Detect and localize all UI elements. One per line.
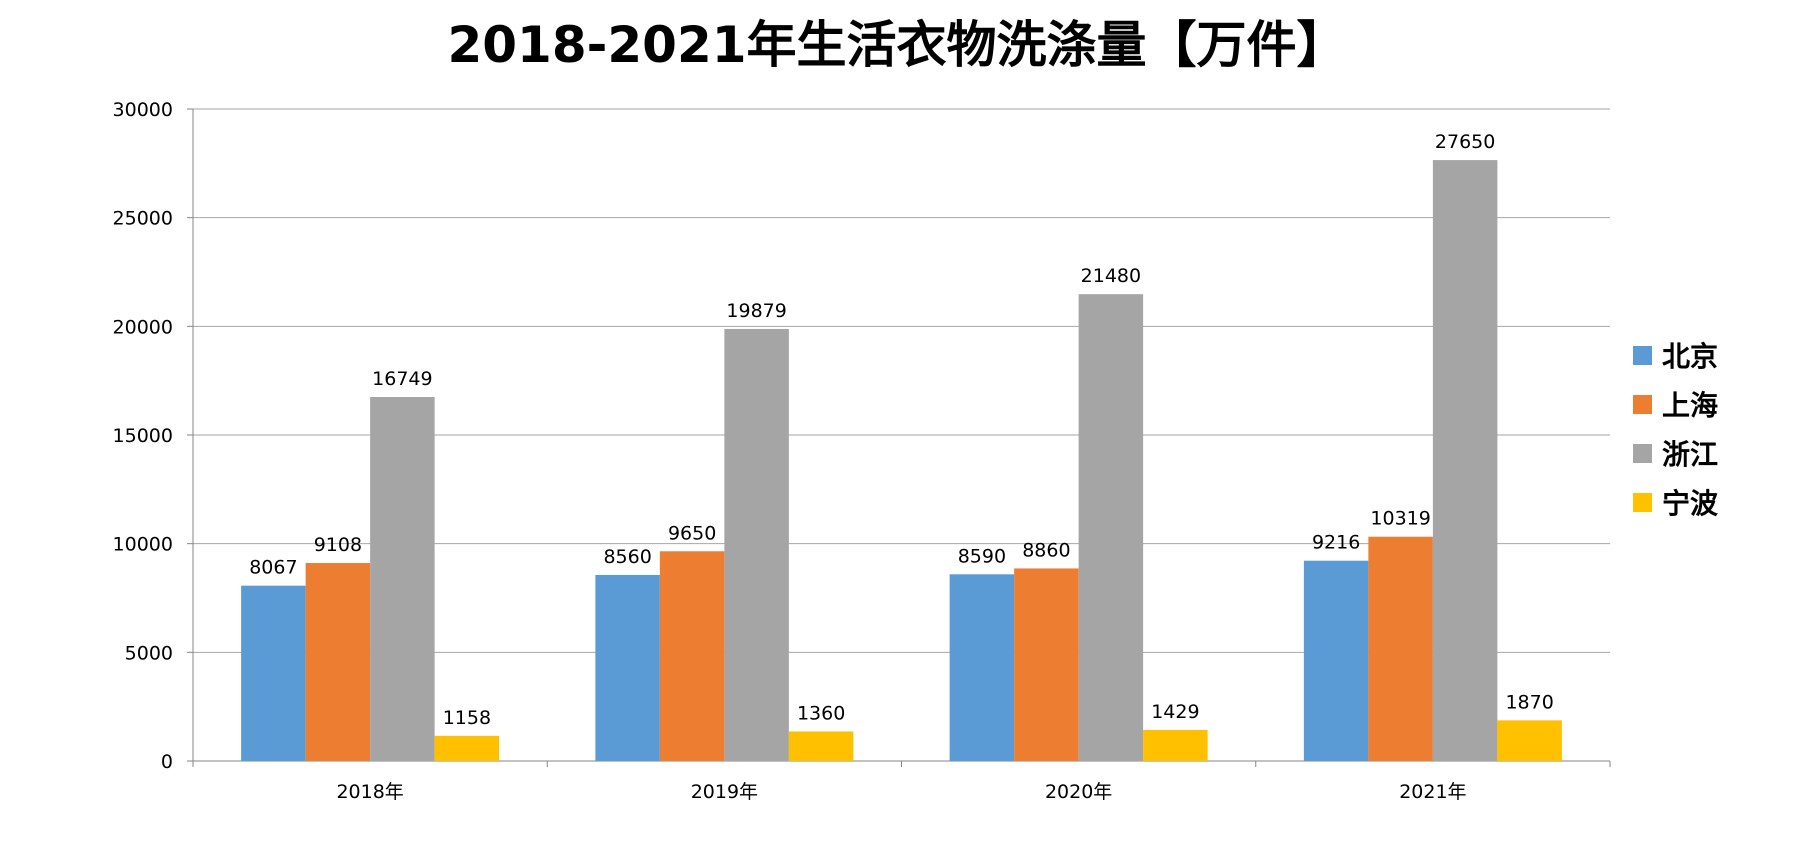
data-label: 8590 <box>958 545 1006 567</box>
data-label: 1870 <box>1505 691 1553 713</box>
bar <box>1014 568 1079 761</box>
legend-label: 浙江 <box>1662 438 1718 471</box>
data-label: 1158 <box>443 707 491 729</box>
data-labels: 8067 9108 16749 1158 8560 9650 19879 1360 8590 88… <box>249 131 1554 729</box>
y-tick-label: 0 <box>161 751 173 773</box>
data-label: 1360 <box>797 702 845 724</box>
bars <box>241 160 1562 761</box>
y-tick-label: 30000 <box>113 99 173 121</box>
legend-label: 上海 <box>1662 389 1718 422</box>
x-tick-label: 2018年 <box>336 781 403 803</box>
chart-title: 2018-2021年生活衣物洗涤量【万件】 <box>447 16 1346 74</box>
x-tick-label: 2020年 <box>1045 781 1112 803</box>
y-tick-label: 10000 <box>113 534 173 556</box>
data-label: 27650 <box>1435 131 1495 153</box>
y-tick-label: 20000 <box>113 316 173 338</box>
bar <box>305 563 371 761</box>
data-label: 9108 <box>314 534 362 556</box>
data-label: 19879 <box>726 300 786 322</box>
bar <box>1303 560 1369 761</box>
bar <box>1432 160 1498 761</box>
bar <box>724 328 789 761</box>
data-label: 21480 <box>1081 265 1141 287</box>
legend-swatch <box>1633 346 1652 365</box>
bar <box>1143 729 1208 761</box>
bar <box>370 396 435 761</box>
bar <box>434 735 500 761</box>
legend-swatch <box>1633 444 1652 463</box>
bar <box>1078 294 1144 761</box>
y-tick-label: 25000 <box>113 208 173 230</box>
bar <box>659 551 725 761</box>
data-label: 16749 <box>372 368 432 390</box>
legend-label: 宁波 <box>1662 487 1719 520</box>
bar <box>949 574 1015 761</box>
data-label: 9216 <box>1312 532 1360 554</box>
data-label: 10319 <box>1370 508 1430 530</box>
data-label: 8560 <box>603 546 651 568</box>
legend-swatch <box>1633 493 1652 512</box>
data-label: 9650 <box>668 522 716 544</box>
x-tick-label: 2021年 <box>1399 781 1466 803</box>
data-label: 1429 <box>1151 701 1199 723</box>
legend-swatch <box>1633 395 1652 414</box>
legend-label: 北京 <box>1662 340 1718 373</box>
data-label: 8860 <box>1022 539 1070 561</box>
y-tick-label: 5000 <box>125 642 173 664</box>
bar <box>595 574 660 761</box>
axes: 0 5000 10000 15000 20000 25000 30000 2018年 2019年… <box>113 99 1611 803</box>
x-tick-label: 2019年 <box>691 781 758 803</box>
bar <box>788 731 854 761</box>
bar <box>1368 536 1433 761</box>
bar <box>1497 720 1562 761</box>
data-label: 8067 <box>249 557 297 579</box>
bar <box>241 585 306 761</box>
y-tick-label: 15000 <box>113 425 173 447</box>
